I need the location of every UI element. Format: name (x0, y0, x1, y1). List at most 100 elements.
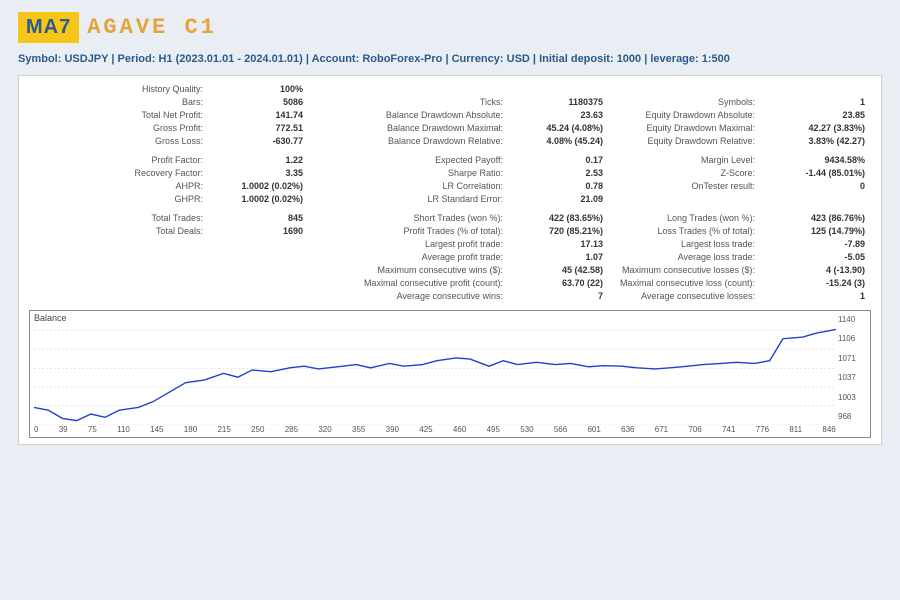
leverage-value: 1:500 (702, 53, 730, 65)
stat-label: Symbols: (609, 97, 761, 110)
stats-row: Total Deals:1690Profit Trades (% of tota… (29, 226, 871, 239)
stat-value: -630.77 (209, 136, 309, 149)
stat-label: Bars: (29, 97, 209, 110)
stat-label: Expected Payoff: (309, 155, 509, 168)
stat-value: 423 (86.76%) (761, 213, 871, 226)
x-tick: 846 (822, 425, 835, 437)
y-tick: 1071 (838, 354, 868, 363)
stat-value: 4.08% (45.24) (509, 136, 609, 149)
stat-value: -7.89 (761, 239, 871, 252)
stat-label: Balance Drawdown Relative: (309, 136, 509, 149)
stat-label: Profit Trades (% of total): (309, 226, 509, 239)
stat-label: Largest loss trade: (609, 239, 761, 252)
stat-value: 63.70 (22) (509, 278, 609, 291)
stat-value: 23.63 (509, 110, 609, 123)
stat-label: Largest profit trade: (309, 239, 509, 252)
stat-value: 1.07 (509, 252, 609, 265)
stat-label: Equity Drawdown Relative: (609, 136, 761, 149)
stat-value: 845 (209, 213, 309, 226)
x-tick: 215 (217, 425, 230, 437)
stat-label: Average loss trade: (609, 252, 761, 265)
logo-badge: MA7 (18, 12, 79, 43)
stats-row: Maximum consecutive wins ($):45 (42.58)M… (29, 265, 871, 278)
stat-value: 3.35 (209, 168, 309, 181)
x-tick: 285 (285, 425, 298, 437)
stat-label: Maximal consecutive loss (count): (609, 278, 761, 291)
stat-value: 0 (761, 181, 871, 194)
stat-label: Equity Drawdown Absolute: (609, 110, 761, 123)
stats-row: Largest profit trade:17.13Largest loss t… (29, 239, 871, 252)
x-tick: 390 (386, 425, 399, 437)
stat-value: 720 (85.21%) (509, 226, 609, 239)
stat-label: Recovery Factor: (29, 168, 209, 181)
stat-value: 125 (14.79%) (761, 226, 871, 239)
stat-value: 1.22 (209, 155, 309, 168)
stat-label: Loss Trades (% of total): (609, 226, 761, 239)
stat-value: -1.44 (85.01%) (761, 168, 871, 181)
x-tick: 530 (520, 425, 533, 437)
stat-label: Gross Loss: (29, 136, 209, 149)
stat-label: GHPR: (29, 194, 209, 207)
stat-value: 45 (42.58) (509, 265, 609, 278)
stat-label: Maximal consecutive profit (count): (309, 278, 509, 291)
stat-label: Balance Drawdown Maximal: (309, 123, 509, 136)
leverage-label: leverage: (650, 53, 698, 65)
stat-label: LR Correlation: (309, 181, 509, 194)
stats-row: Average consecutive wins:7Average consec… (29, 291, 871, 304)
stat-label: Maximum consecutive wins ($): (309, 265, 509, 278)
stat-label: Maximum consecutive losses ($): (609, 265, 761, 278)
y-tick: 1003 (838, 393, 868, 402)
account-value: RoboForex-Pro (362, 53, 442, 65)
stats-row: Gross Loss:-630.77Balance Drawdown Relat… (29, 136, 871, 149)
stat-value: 23.85 (761, 110, 871, 123)
stats-row: Maximal consecutive profit (count):63.70… (29, 278, 871, 291)
stat-label: Long Trades (won %): (609, 213, 761, 226)
x-tick: 566 (554, 425, 567, 437)
y-tick: 1037 (838, 373, 868, 382)
stat-label: History Quality: (29, 84, 209, 97)
stat-label: Total Net Profit: (29, 110, 209, 123)
stat-value: -15.24 (3) (761, 278, 871, 291)
stat-label: Balance Drawdown Absolute: (309, 110, 509, 123)
stat-label: LR Standard Error: (309, 194, 509, 207)
x-tick: 776 (756, 425, 769, 437)
stat-value: 2.53 (509, 168, 609, 181)
x-tick: 636 (621, 425, 634, 437)
x-tick: 355 (352, 425, 365, 437)
y-axis: 11401106107110371003968 (838, 311, 868, 425)
plot-area (34, 325, 836, 425)
stat-label: Margin Level: (609, 155, 761, 168)
x-tick: 0 (34, 425, 38, 437)
stat-label: Profit Factor: (29, 155, 209, 168)
x-tick: 425 (419, 425, 432, 437)
stat-value: 1180375 (509, 97, 609, 110)
account-label: Account: (312, 53, 360, 65)
deposit-value: 1000 (617, 53, 641, 65)
x-tick: 671 (655, 425, 668, 437)
stat-value: 4 (-13.90) (761, 265, 871, 278)
stat-value: 1 (761, 291, 871, 304)
stat-value: 1.0002 (0.02%) (209, 194, 309, 207)
period-value: H1 (2023.01.01 - 2024.01.01) (158, 53, 302, 65)
stat-label: Sharpe Ratio: (309, 168, 509, 181)
stat-value: 7 (509, 291, 609, 304)
stat-value: 0.78 (509, 181, 609, 194)
stat-value: 422 (83.65%) (509, 213, 609, 226)
stats-row: History Quality:100% (29, 84, 871, 97)
stat-label: Total Trades: (29, 213, 209, 226)
x-tick: 460 (453, 425, 466, 437)
x-tick: 811 (789, 425, 802, 437)
stats-row: Recovery Factor:3.35Sharpe Ratio:2.53Z-S… (29, 168, 871, 181)
stat-value: 141.74 (209, 110, 309, 123)
stats-grid: History Quality:100%Bars:5086Ticks:11803… (29, 84, 871, 304)
balance-line (34, 329, 836, 420)
stat-label: Short Trades (won %): (309, 213, 509, 226)
currency-value: USD (507, 53, 530, 65)
x-tick: 495 (487, 425, 500, 437)
stat-value: 0.17 (509, 155, 609, 168)
stat-value: 9434.58% (761, 155, 871, 168)
logo-text: AGAVE C1 (87, 15, 217, 40)
stat-label: Average consecutive wins: (309, 291, 509, 304)
symbol-label: Symbol: (18, 53, 61, 65)
x-tick: 706 (688, 425, 701, 437)
